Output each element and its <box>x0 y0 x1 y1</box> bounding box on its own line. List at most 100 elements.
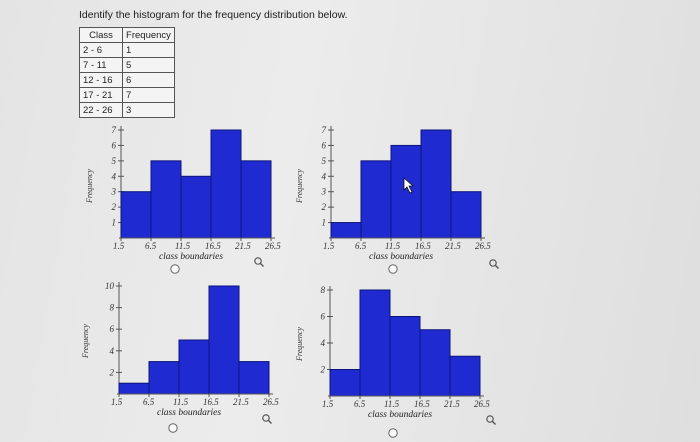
histogram-bar <box>180 175 212 239</box>
y-tick-label: 4 <box>321 338 326 348</box>
magnify-icon[interactable] <box>486 415 496 425</box>
histogram-bar <box>360 160 392 239</box>
class-cell: 12 - 16 <box>79 72 123 88</box>
x-tick-label: 16.5 <box>414 399 430 409</box>
y-tick-label: 3 <box>111 187 117 197</box>
table-row: 12 - 16 6 <box>79 72 175 88</box>
histogram-bar <box>240 160 272 239</box>
magnify-icon[interactable] <box>254 257 264 267</box>
histogram-bar <box>329 369 361 397</box>
x-tick-label: 1.5 <box>113 241 125 251</box>
x-tick-label: 21.5 <box>444 399 460 409</box>
table-row: 17 - 21 7 <box>79 87 175 103</box>
answer-radio-button[interactable] <box>388 428 398 438</box>
histogram-bar <box>208 285 240 395</box>
class-cell: 22 - 26 <box>79 102 123 118</box>
y-tick-label: 8 <box>321 285 326 295</box>
frequency-cell: 7 <box>122 87 175 103</box>
answer-radio-button[interactable] <box>388 264 398 274</box>
class-cell: 7 - 11 <box>79 57 123 73</box>
x-tick-label: 16.5 <box>203 397 219 407</box>
y-tick-label: 1 <box>322 218 327 228</box>
histogram-bar <box>178 339 210 395</box>
mouse-cursor-icon <box>403 177 415 194</box>
table-header-row: Class Frequency <box>79 27 175 43</box>
table-row: 2 - 6 1 <box>79 42 175 58</box>
y-tick-label: 2 <box>112 202 117 212</box>
frequency-cell: 5 <box>122 57 175 73</box>
histogram-bar <box>419 329 451 397</box>
x-tick-label: 6.5 <box>143 397 155 407</box>
x-tick-label: 11.5 <box>173 397 189 407</box>
histogram-bar <box>420 129 452 239</box>
y-tick-label: 5 <box>322 156 327 166</box>
answer-radio-button[interactable] <box>168 423 178 433</box>
x-tick-label: 11.5 <box>384 399 400 409</box>
x-tick-label: 26.5 <box>263 397 279 407</box>
y-tick-label: 2 <box>321 365 326 375</box>
y-tick-label: 7 <box>322 125 327 135</box>
frequency-cell: 6 <box>122 72 175 88</box>
y-axis-label: Frequency <box>85 169 94 204</box>
y-tick-label: 8 <box>110 303 115 313</box>
y-tick-label: 5 <box>112 156 117 166</box>
table-row: 7 - 11 5 <box>79 57 175 73</box>
magnify-icon[interactable] <box>262 414 272 424</box>
x-axis-label: class boundaries <box>368 410 432 420</box>
magnify-icon[interactable] <box>489 259 499 269</box>
y-tick-label: 6 <box>321 312 326 322</box>
y-tick-label: 6 <box>322 140 327 150</box>
answer-radio-button[interactable] <box>170 264 180 274</box>
x-axis-label: class boundaries <box>369 252 433 262</box>
class-cell: 2 - 6 <box>79 42 123 58</box>
x-tick-label: 6.5 <box>355 241 367 251</box>
frequency-table: Class Frequency 2 - 6 1 7 - 11 5 12 - 16… <box>79 27 175 118</box>
histogram-bar <box>449 355 481 397</box>
y-tick-label: 4 <box>110 346 115 356</box>
x-axis-label: class boundaries <box>159 252 223 262</box>
x-tick-label: 11.5 <box>175 241 191 251</box>
y-tick-label: 4 <box>322 171 327 181</box>
histogram-option-c: 2 4 6 8 10 1.5 6.5 11.5 16.5 21.5 26.5 class bounda… <box>81 281 279 433</box>
class-cell: 17 - 21 <box>79 87 123 103</box>
y-tick-label: 4 <box>112 171 117 181</box>
histogram-bar <box>148 361 180 395</box>
y-tick-label: 6 <box>110 324 115 334</box>
histogram-bar <box>120 191 152 239</box>
x-tick-label: 21.5 <box>235 241 251 251</box>
x-tick-label: 16.5 <box>415 241 431 251</box>
histogram-option-d: 2 4 6 8 1.5 6.5 11.5 16.5 21.5 26.5 class boundari… <box>295 285 496 438</box>
x-tick-label: 6.5 <box>354 399 366 409</box>
y-tick-label: 6 <box>112 140 117 150</box>
histogram-bar <box>118 382 150 395</box>
y-axis-label: Frequency <box>81 324 90 359</box>
histogram-bar <box>389 316 421 397</box>
y-axis-label: Frequency <box>295 327 304 362</box>
histogram-bar <box>359 289 391 397</box>
y-tick-label: 2 <box>110 367 115 377</box>
frequency-cell: 1 <box>122 42 175 58</box>
x-tick-label: 26.5 <box>475 241 491 251</box>
x-tick-label: 21.5 <box>233 397 249 407</box>
histogram-option-b: 1 2 3 4 5 6 7 1.5 6.5 11.5 16.5 21.5 26.5 class bound… <box>295 125 499 274</box>
histogram-bar <box>330 222 362 239</box>
table-header-frequency: Frequency <box>122 27 175 43</box>
table-header-class: Class <box>79 27 123 43</box>
histogram-bar <box>210 129 242 239</box>
y-tick-label: 7 <box>112 125 117 135</box>
frequency-cell: 3 <box>122 102 175 118</box>
x-tick-label: 11.5 <box>385 241 401 251</box>
histogram-bar <box>450 191 482 239</box>
histogram-bar <box>238 361 270 395</box>
y-axis-label: Frequency <box>295 169 304 204</box>
histogram-bar <box>390 144 422 239</box>
histogram-bar <box>150 160 182 239</box>
x-axis-label: class boundaries <box>157 408 221 418</box>
x-tick-label: 26.5 <box>474 399 490 409</box>
x-tick-label: 21.5 <box>445 241 461 251</box>
table-row: 22 - 26 3 <box>79 102 175 118</box>
y-tick-label: 3 <box>321 187 327 197</box>
x-tick-label: 1.5 <box>323 241 335 251</box>
x-tick-label: 26.5 <box>265 241 281 251</box>
